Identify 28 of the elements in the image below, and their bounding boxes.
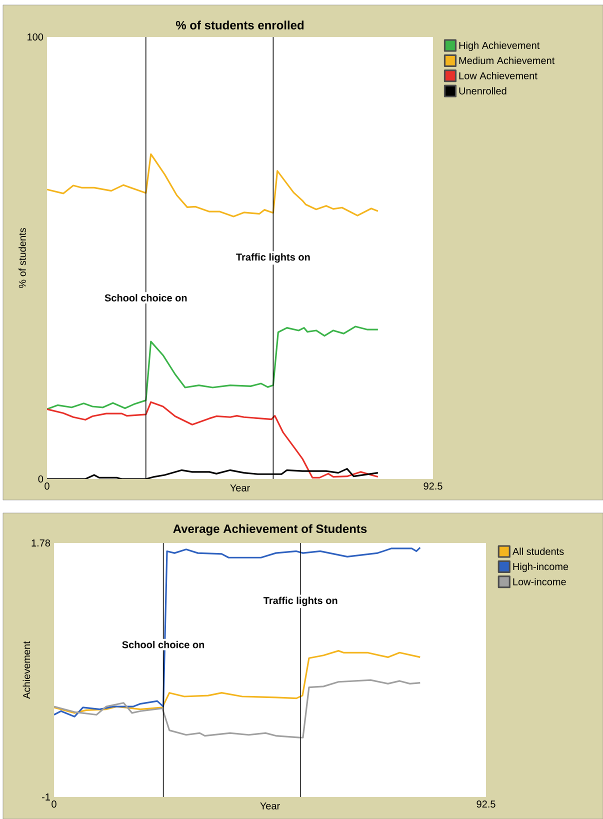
- legend-label: High Achievement: [459, 42, 540, 51]
- x-axis-title: Year: [260, 802, 280, 810]
- chart-title: Average Achievement of Students: [173, 524, 367, 536]
- line-series: [47, 401, 379, 478]
- chart-title: % of students enrolled: [176, 20, 304, 30]
- y-axis-title: Achievement: [22, 641, 30, 699]
- line-series: [47, 326, 379, 410]
- line-series: [54, 679, 421, 738]
- ref-line-label: Traffic lights on: [263, 596, 338, 606]
- y-tick-label: 1.78: [32, 539, 50, 547]
- line-series: [47, 153, 379, 218]
- x-axis-title: Year: [230, 484, 250, 492]
- y-tick-label: -1: [42, 794, 50, 800]
- y-axis-title: % of students: [18, 228, 26, 288]
- legend-label: All students: [512, 548, 564, 555]
- y-tick-label: 0: [38, 475, 44, 483]
- legend-label: High-income: [513, 562, 568, 572]
- legend-label: Low Achievement: [459, 72, 538, 80]
- ref-line-label: School choice on: [122, 640, 204, 648]
- line-series: [54, 650, 421, 714]
- y-tick-label: 100: [28, 33, 44, 41]
- x-tick-label: 92.5: [424, 482, 442, 490]
- ref-line-label: Traffic lights on: [236, 253, 310, 263]
- legend-label: Low-income: [513, 578, 566, 586]
- legend-label: Medium Achievement: [459, 56, 555, 64]
- legend-label: Unenrolled: [459, 87, 506, 94]
- ref-line-label: School choice on: [104, 294, 187, 302]
- x-tick-label: 92.5: [476, 800, 496, 808]
